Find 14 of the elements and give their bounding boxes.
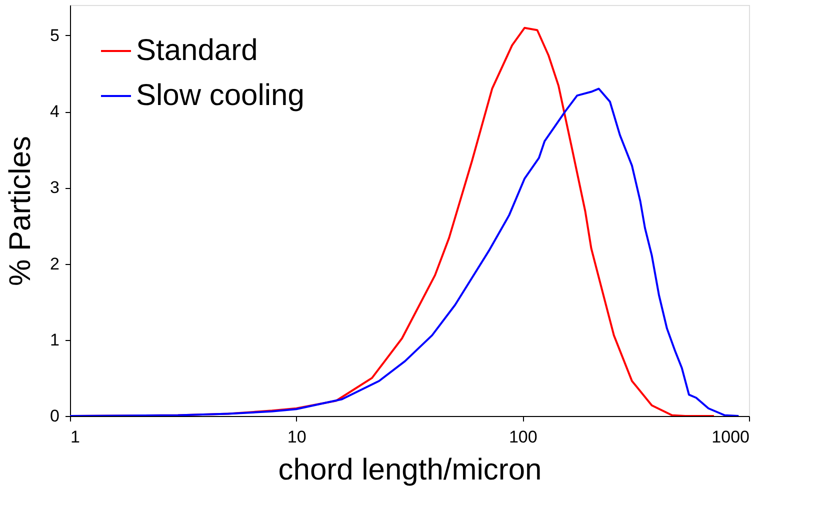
y-tick-label: 2 <box>50 254 60 274</box>
x-tick-label: 1000 <box>712 428 750 446</box>
x-tick-label: 100 <box>508 428 538 446</box>
y-tick-label: 4 <box>50 102 60 122</box>
y-tick-label: 0 <box>50 406 60 426</box>
y-tick-label: 1 <box>50 330 60 350</box>
legend-label: Slow cooling <box>136 79 304 112</box>
y-tick-label: 5 <box>50 26 60 45</box>
x-tick-label: 1 <box>70 428 80 446</box>
y-tick-label: 3 <box>50 178 60 198</box>
x-tick-label: 10 <box>287 428 306 446</box>
x-axis-title: chord length/micron <box>278 454 542 486</box>
y-axis-title: % Particles <box>4 136 38 286</box>
legend-label: Standard <box>136 34 258 67</box>
